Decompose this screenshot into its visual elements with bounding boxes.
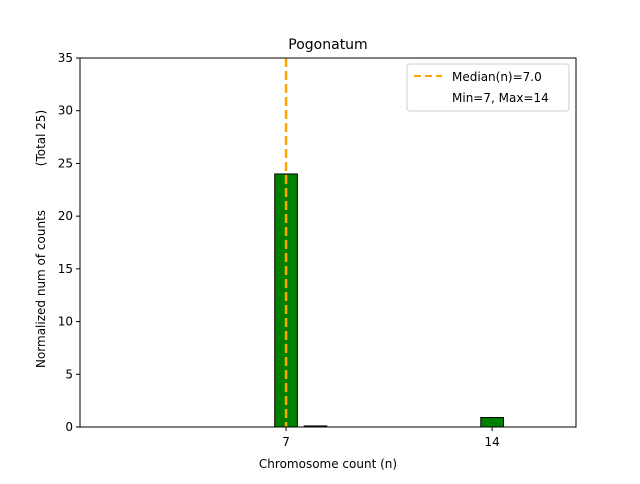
y-tick-label: 0 [65, 420, 73, 434]
y-tick-label: 10 [58, 315, 73, 329]
bar-14 [480, 417, 504, 428]
legend-entry-median: Median(n)=7.0 [452, 70, 542, 84]
legend-entry-minmax: Min=7, Max=14 [452, 91, 549, 105]
y-tick-label: 5 [65, 367, 73, 381]
legend-box [406, 63, 570, 112]
y-tick-label: 35 [58, 51, 73, 65]
y-axis-label: Normalized num of counts [34, 210, 48, 368]
y-tick-label: 25 [58, 156, 73, 170]
x-axis-label: Chromosome count (n) [259, 457, 397, 471]
y-axis-total-note: (Total 25) [34, 110, 48, 166]
x-tick-label: 14 [484, 435, 499, 449]
y-tick-label: 30 [58, 104, 73, 118]
legend: Median(n)=7.0 Min=7, Max=14 [406, 63, 570, 112]
y-tick-label: 15 [58, 262, 73, 276]
chart-title: Pogonatum [288, 37, 367, 53]
y-tick-label: 20 [58, 209, 73, 223]
x-tick-label: 7 [282, 435, 290, 449]
plot-frame [79, 57, 577, 428]
